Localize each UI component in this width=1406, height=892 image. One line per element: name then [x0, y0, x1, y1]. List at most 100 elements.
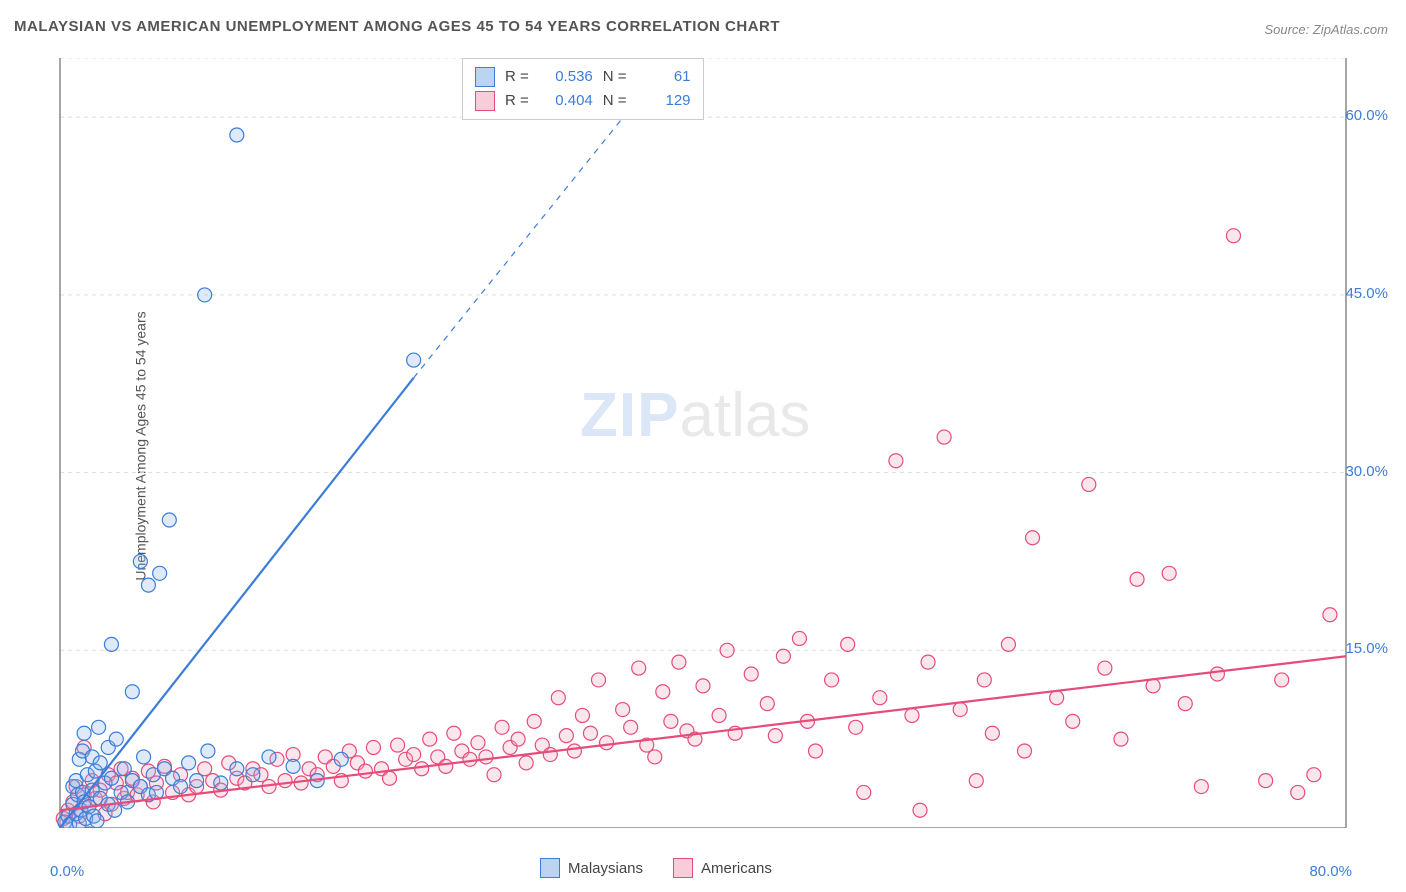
chart-title: MALAYSIAN VS AMERICAN UNEMPLOYMENT AMONG…: [14, 18, 780, 35]
scatter-point: [479, 750, 493, 764]
scatter-point: [809, 744, 823, 758]
scatter-point: [1291, 785, 1305, 799]
scatter-point: [1194, 780, 1208, 794]
scatter-point: [463, 752, 477, 766]
scatter-point: [407, 748, 421, 762]
scatter-point: [77, 726, 91, 740]
r-value-malaysians: 0.536: [543, 65, 593, 89]
scatter-point: [889, 454, 903, 468]
scatter-point: [648, 750, 662, 764]
scatter-point: [1210, 667, 1224, 681]
scatter-point: [913, 803, 927, 817]
scatter-point: [366, 740, 380, 754]
scatter-point: [616, 703, 630, 717]
scatter-point: [712, 708, 726, 722]
scatter-point: [117, 762, 131, 776]
scatter-point: [1162, 566, 1176, 580]
legend-item-malaysians: Malaysians: [540, 858, 643, 878]
scatter-point: [969, 774, 983, 788]
legend-row-malaysians: R = 0.536 N = 61: [475, 65, 691, 89]
n-value-malaysians: 61: [641, 65, 691, 89]
legend-swatch-icon: [673, 858, 693, 878]
scatter-point: [656, 685, 670, 699]
scatter-point: [543, 748, 557, 762]
scatter-point: [744, 667, 758, 681]
scatter-point: [1307, 768, 1321, 782]
chart-plot-area: [48, 58, 1358, 828]
scatter-point: [90, 814, 104, 828]
scatter-point: [583, 726, 597, 740]
scatter-point: [262, 750, 276, 764]
scatter-point: [487, 768, 501, 782]
scatter-point: [278, 774, 292, 788]
scatter-point: [1114, 732, 1128, 746]
scatter-point: [527, 714, 541, 728]
scatter-point: [664, 714, 678, 728]
legend-label-americans: Americans: [701, 860, 772, 877]
scatter-point: [841, 637, 855, 651]
scatter-point: [1026, 531, 1040, 545]
scatter-point: [230, 762, 244, 776]
scatter-point: [672, 655, 686, 669]
scatter-point: [137, 750, 151, 764]
scatter-point: [104, 637, 118, 651]
scatter-point: [592, 673, 606, 687]
scatter-point: [953, 703, 967, 717]
scatter-point: [567, 744, 581, 758]
scatter-point: [153, 566, 167, 580]
source-link[interactable]: ZipAtlas.com: [1313, 22, 1388, 37]
series-legend: Malaysians Americans: [540, 858, 772, 878]
legend-row-americans: R = 0.404 N = 129: [475, 89, 691, 113]
scatter-point: [977, 673, 991, 687]
scatter-point: [1082, 477, 1096, 491]
scatter-point: [551, 691, 565, 705]
scatter-point: [125, 685, 139, 699]
scatter-point: [141, 578, 155, 592]
scatter-point: [198, 288, 212, 302]
scatter-point: [575, 708, 589, 722]
scatter-point: [246, 768, 260, 782]
scatter-point: [1259, 774, 1273, 788]
scatter-point: [696, 679, 710, 693]
scatter-point: [1275, 673, 1289, 687]
scatter-plot-svg: [48, 58, 1358, 828]
r-label: R =: [505, 65, 529, 89]
scatter-point: [93, 756, 107, 770]
legend-item-americans: Americans: [673, 858, 772, 878]
scatter-point: [415, 762, 429, 776]
scatter-point: [1323, 608, 1337, 622]
scatter-point: [162, 513, 176, 527]
scatter-point: [511, 732, 525, 746]
scatter-point: [391, 738, 405, 752]
legend-swatch-americans: [475, 91, 495, 111]
scatter-point: [937, 430, 951, 444]
scatter-point: [720, 643, 734, 657]
scatter-point: [1098, 661, 1112, 675]
scatter-point: [182, 756, 196, 770]
scatter-point: [849, 720, 863, 734]
scatter-point: [334, 752, 348, 766]
scatter-point: [447, 726, 461, 740]
x-tick-max: 80.0%: [1309, 863, 1352, 880]
source-attribution: Source: ZipAtlas.com: [1264, 22, 1388, 37]
n-label: N =: [603, 65, 627, 89]
scatter-point: [133, 554, 147, 568]
scatter-point: [407, 353, 421, 367]
scatter-point: [921, 655, 935, 669]
scatter-point: [109, 732, 123, 746]
scatter-point: [201, 744, 215, 758]
scatter-point: [559, 729, 573, 743]
y-tick-label: 30.0%: [1345, 463, 1388, 480]
source-label: Source:: [1264, 22, 1312, 37]
legend-swatch-malaysians: [475, 67, 495, 87]
scatter-point: [905, 708, 919, 722]
scatter-point: [792, 631, 806, 645]
scatter-point: [471, 736, 485, 750]
n-value-americans: 129: [641, 89, 691, 113]
r-value-americans: 0.404: [543, 89, 593, 113]
scatter-point: [198, 762, 212, 776]
scatter-point: [286, 759, 300, 773]
legend-swatch-icon: [540, 858, 560, 878]
scatter-point: [1050, 691, 1064, 705]
scatter-point: [92, 720, 106, 734]
